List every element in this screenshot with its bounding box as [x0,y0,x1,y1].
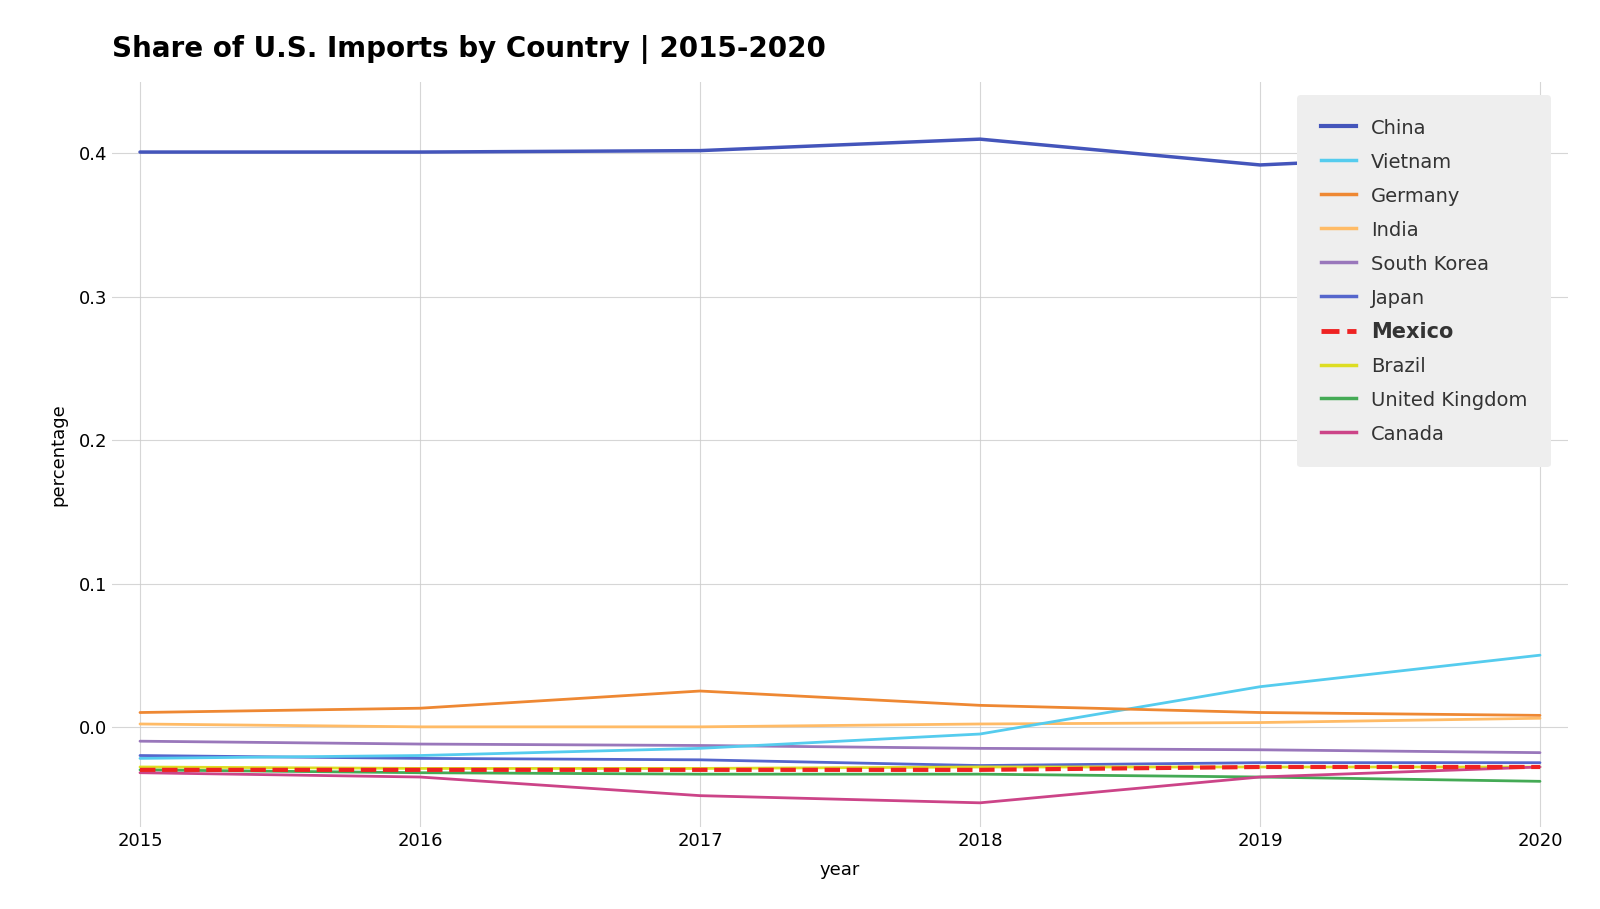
X-axis label: year: year [819,861,861,879]
Text: Share of U.S. Imports by Country | 2015-2020: Share of U.S. Imports by Country | 2015-… [112,35,826,64]
Legend: China, Vietnam, Germany, India, South Korea, Japan, Mexico, Brazil, United Kingd: China, Vietnam, Germany, India, South Ko… [1298,95,1550,467]
Y-axis label: percentage: percentage [50,403,67,506]
